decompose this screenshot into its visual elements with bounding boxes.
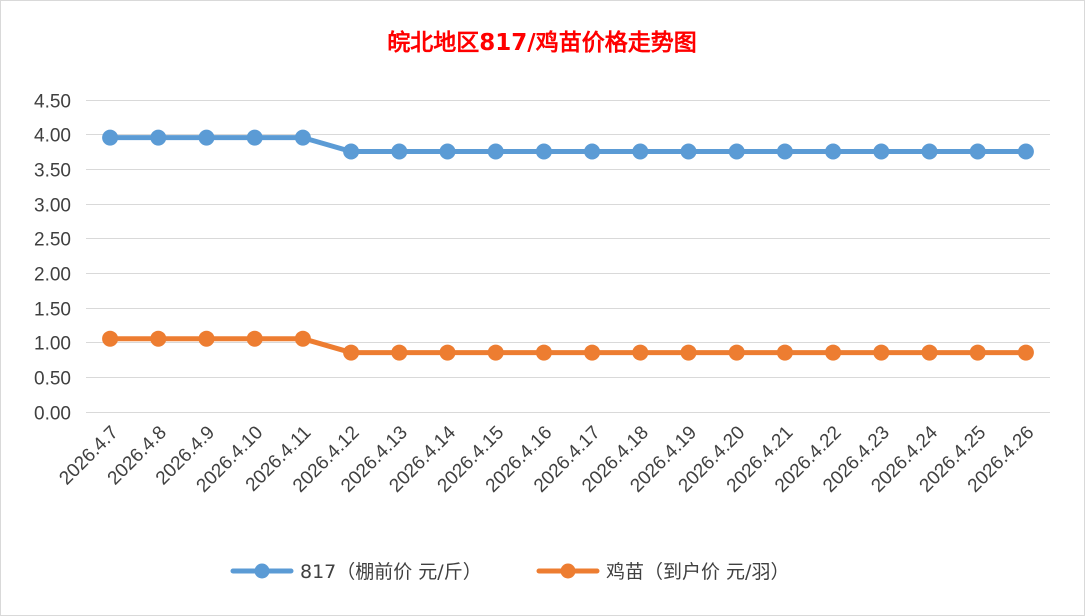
legend-label: 817（棚前价 元/斤） [300,561,482,583]
legend-entry: 817（棚前价 元/斤） [230,561,482,583]
y-tick-label: 1.00 [34,334,71,355]
series-layer [102,129,1034,361]
y-tick-label: 3.00 [34,196,71,217]
data-point [632,344,649,361]
y-tick-label: 4.50 [34,92,71,113]
data-point [294,330,311,347]
data-point [776,143,793,160]
data-point [246,330,263,347]
data-point [343,143,360,160]
data-point [343,344,360,361]
data-point [921,344,938,361]
data-point [487,344,504,361]
data-point [776,344,793,361]
data-point [487,143,504,160]
data-point [825,344,842,361]
y-tick-label: 0.00 [34,404,71,425]
data-point [584,143,601,160]
data-point [584,344,601,361]
legend-marker [254,563,270,579]
data-point [921,143,938,160]
data-point [1017,143,1034,160]
y-tick-label: 2.00 [34,265,71,286]
chart-title: 皖北地区817/鸡苗价格走势图 [387,29,696,56]
legend: 817（棚前价 元/斤） 鸡苗（到户价 元/羽） [230,561,789,583]
data-point [535,344,552,361]
data-point [873,344,890,361]
data-point [873,143,890,160]
legend-marker [560,563,576,579]
series-1 [102,129,1034,160]
data-point [391,344,408,361]
data-point [825,143,842,160]
y-tick-label: 1.50 [34,300,71,321]
data-point [680,344,697,361]
data-point [102,129,119,146]
data-point [150,330,167,347]
data-point [969,344,986,361]
data-point [1017,344,1034,361]
legend-entry: 鸡苗（到户价 元/羽） [536,561,789,583]
data-point [680,143,697,160]
data-point [535,143,552,160]
data-point [246,129,263,146]
gridlines [86,100,1050,413]
series-line [107,336,1029,356]
data-point [391,143,408,160]
data-point [728,143,745,160]
data-point [150,129,167,146]
y-tick-label: 2.50 [34,230,71,251]
data-point [294,129,311,146]
data-point [439,143,456,160]
y-axis-tick-labels: 0.00 0.50 1.00 1.50 2.00 2.50 3.00 3.50 4.00 4.50 [34,92,71,425]
series-2 [102,330,1034,361]
data-point [728,344,745,361]
series-line [107,135,1029,154]
y-tick-label: 3.50 [34,161,71,182]
y-tick-label: 0.50 [34,369,71,390]
y-tick-label: 4.00 [34,126,71,147]
data-point [198,129,215,146]
data-point [439,344,456,361]
data-point [632,143,649,160]
data-point [969,143,986,160]
legend-label: 鸡苗（到户价 元/羽） [606,561,789,583]
data-point [198,330,215,347]
data-point [102,330,119,347]
